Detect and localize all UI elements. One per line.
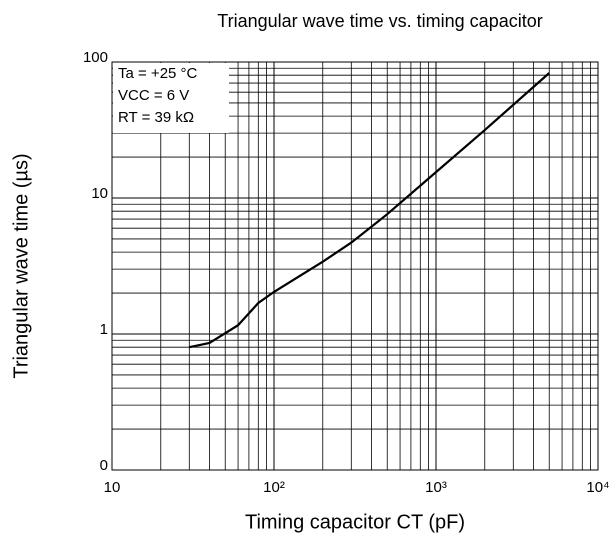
x-tick-label: 10³ — [425, 479, 447, 496]
x-axis-label: Timing capacitor CT (pF) — [245, 511, 465, 533]
plot-frame — [111, 61, 599, 471]
x-tick-label: 10 — [104, 479, 121, 496]
y-axis-label: Triangular wave time (µs) — [10, 153, 32, 378]
annotation: RT = 39 kΩ — [118, 109, 194, 126]
y-tick-label: 10 — [91, 185, 108, 202]
x-tick-label: 10⁴ — [586, 479, 609, 496]
y-tick-label: 100 — [83, 49, 108, 66]
annotation-box — [113, 63, 229, 133]
annotation: VCC = 6 V — [118, 87, 189, 104]
annotation: Ta = +25 °C — [118, 65, 198, 82]
y-tick-label: 1 — [100, 321, 108, 338]
y-tick-label: 0 — [100, 457, 108, 474]
data-line — [189, 72, 550, 349]
x-tick-label: 10² — [263, 479, 285, 496]
chart-title: Triangular wave time vs. timing capacito… — [217, 11, 542, 31]
